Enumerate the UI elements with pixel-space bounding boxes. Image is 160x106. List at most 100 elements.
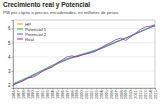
- x-tick-mark: [77, 88, 78, 90]
- x-tick-mark: [47, 88, 48, 90]
- x-tick-mark: [42, 88, 43, 90]
- legend-swatch: [17, 29, 23, 30]
- x-axis-line: [14, 89, 156, 90]
- x-tick-mark: [121, 88, 122, 90]
- y-tick: 4: [8, 55, 13, 60]
- x-tick-label: 1995: [56, 91, 60, 99]
- x-tick-mark: [155, 88, 156, 90]
- x-tick-label: 2003: [95, 91, 99, 99]
- subtitle: PIB per cápita a precios encadenados, en…: [3, 10, 118, 15]
- x-tick-label: 1993: [46, 91, 50, 99]
- grid-line: [13, 56, 155, 57]
- x-tick: 2002: [90, 88, 94, 99]
- plot: 1986198719881989199019911992199319941995…: [8, 20, 158, 99]
- x-tick-mark: [111, 88, 112, 90]
- x-tick: 2010: [129, 88, 133, 99]
- x-tick: 1988: [22, 88, 26, 99]
- lines: [13, 25, 155, 85]
- x-tick-mark: [126, 88, 127, 90]
- x-tick-mark: [37, 88, 38, 90]
- x-tick-mark: [86, 88, 87, 90]
- x-tick-mark: [91, 88, 92, 90]
- y-tick-label: 5: [8, 41, 11, 46]
- legend-swatch: [17, 39, 23, 40]
- chart: Crecimiento real y PotencialPIB per cápi…: [0, 0, 160, 106]
- y-tick-mark: [12, 71, 14, 72]
- x-tick-mark: [106, 88, 107, 90]
- x-tick-label: 1997: [66, 91, 70, 99]
- x-tick: 2004: [100, 88, 104, 99]
- y-tick: 3: [8, 69, 13, 74]
- x-tick-label: 2000: [80, 91, 84, 99]
- x-tick: 2012: [139, 88, 143, 99]
- x-tick-label: 2008: [120, 91, 124, 99]
- x-tick-label: 2009: [124, 91, 128, 99]
- x-tick-mark: [150, 88, 151, 90]
- y-axis: 2 3 4 5 6: [8, 21, 14, 89]
- x-tick: 1991: [36, 88, 40, 99]
- x-tick-label: 1990: [31, 91, 35, 99]
- x-tick-mark: [96, 88, 97, 90]
- x-tick: 1993: [46, 88, 50, 99]
- x-tick-label: 1998: [71, 91, 75, 99]
- title: Crecimiento real y Potencial: [3, 1, 90, 9]
- legend-label: Real: [25, 37, 34, 42]
- x-tick-label: 2007: [115, 91, 119, 99]
- legend-swatch: [17, 24, 23, 25]
- y-tick-label: 3: [8, 69, 11, 74]
- x-tick: 2008: [120, 88, 124, 99]
- x-tick: 1990: [31, 88, 35, 99]
- x-tick: 1987: [17, 88, 21, 99]
- x-tick-label: 1994: [51, 91, 55, 99]
- x-tick: 1999: [75, 88, 79, 99]
- x-tick-label: 1999: [75, 91, 79, 99]
- x-tick-mark: [67, 88, 68, 90]
- x-tick-mark: [140, 88, 141, 90]
- x-tick-label: 1987: [17, 91, 21, 99]
- x-tick: 2011: [134, 88, 138, 99]
- x-tick-label: 2014: [149, 91, 153, 99]
- x-tick: 2006: [110, 88, 114, 99]
- x-tick-label: 1992: [41, 91, 45, 99]
- x-tick-label: 2011: [134, 91, 138, 99]
- y-tick-mark: [12, 85, 14, 86]
- x-tick: 2000: [80, 88, 84, 99]
- x-tick-mark: [145, 88, 146, 90]
- x-tick-label: 2010: [129, 91, 133, 99]
- x-tick-label: 2013: [144, 91, 148, 99]
- x-tick-label: 2001: [85, 91, 89, 99]
- x-tick-label: 1996: [61, 91, 65, 99]
- x-tick: 2013: [144, 88, 148, 99]
- x-tick-mark: [82, 88, 83, 90]
- x-tick: 2014: [149, 88, 153, 99]
- x-tick-mark: [23, 88, 24, 90]
- x-tick: 1997: [66, 88, 70, 99]
- x-tick: 2007: [115, 88, 119, 99]
- plot-frame: [13, 20, 155, 88]
- x-tick-mark: [18, 88, 19, 90]
- x-tick: 2015: [154, 88, 158, 99]
- x-tick-mark: [57, 88, 58, 90]
- x-axis: 1986198719881989199019911992199319941995…: [12, 88, 158, 99]
- x-tick-mark: [101, 88, 102, 90]
- x-tick: 1996: [61, 88, 65, 99]
- x-tick: 2005: [105, 88, 109, 99]
- x-tick-label: 1989: [27, 91, 31, 99]
- y-tick-label: 2: [8, 83, 11, 88]
- x-tick-label: 1991: [36, 91, 40, 99]
- y-tick: 2: [8, 83, 13, 88]
- x-tick: 2009: [124, 88, 128, 99]
- x-tick-mark: [33, 88, 34, 90]
- x-tick-label: 2006: [110, 91, 114, 99]
- x-tick: 1992: [41, 88, 45, 99]
- x-tick-label: 1986: [12, 91, 16, 99]
- y-tick-mark: [12, 29, 14, 30]
- y-tick: 6: [8, 26, 13, 31]
- x-tick-mark: [116, 88, 117, 90]
- x-tick-label: 2015: [154, 91, 158, 99]
- legend-item: Real: [17, 37, 34, 42]
- x-tick-mark: [52, 88, 53, 90]
- y-tick-label: 4: [8, 55, 11, 60]
- x-tick-mark: [72, 88, 73, 90]
- x-tick-mark: [62, 88, 63, 90]
